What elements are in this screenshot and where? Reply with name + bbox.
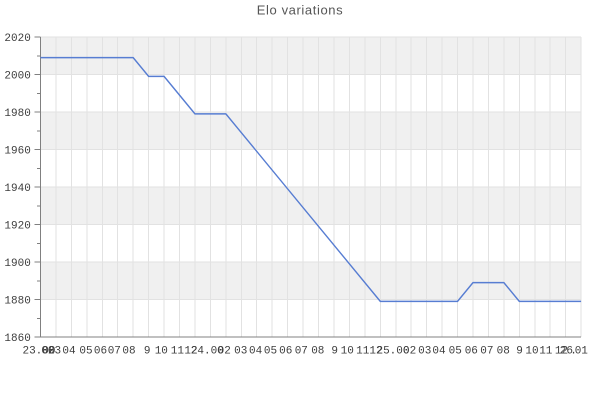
svg-text:05: 05 [79,346,92,358]
svg-text:08: 08 [311,346,324,358]
svg-text:04: 04 [62,346,76,358]
svg-text:11: 11 [539,346,553,358]
svg-text:.: . [570,346,577,358]
svg-text:2000: 2000 [4,70,30,82]
svg-text:9: 9 [516,346,523,358]
svg-text:06: 06 [279,346,292,358]
svg-text:10: 10 [341,346,354,358]
svg-text:12: 12 [555,346,568,358]
svg-text:11: 11 [171,346,185,358]
svg-text:1960: 1960 [4,145,30,157]
svg-text:02: 02 [218,346,231,358]
svg-text:07: 07 [480,346,493,358]
svg-text:04: 04 [432,346,446,358]
svg-text:1900: 1900 [4,258,30,270]
svg-text:05: 05 [264,346,277,358]
svg-text:08: 08 [497,346,510,358]
svg-text:07: 07 [295,346,308,358]
svg-text:1940: 1940 [4,183,30,195]
svg-text:12: 12 [184,346,197,358]
svg-text:24.00: 24.00 [191,346,224,358]
svg-text:9: 9 [331,346,338,358]
svg-text:06: 06 [465,346,478,358]
svg-text:1980: 1980 [4,108,30,120]
svg-text:1860: 1860 [4,333,30,345]
svg-text:1880: 1880 [4,295,30,307]
svg-text:Elo variations: Elo variations [257,3,343,18]
svg-text:01: 01 [575,346,589,358]
svg-text:03: 03 [234,346,247,358]
svg-text:11: 11 [356,346,370,358]
svg-text:9: 9 [144,346,151,358]
svg-text:03: 03 [418,346,431,358]
svg-text:08: 08 [122,346,135,358]
svg-text:06: 06 [94,346,107,358]
svg-text:1920: 1920 [4,220,30,232]
svg-text:02: 02 [41,346,54,358]
svg-text:05: 05 [449,346,462,358]
svg-text:03: 03 [48,346,61,358]
svg-text:2020: 2020 [4,33,30,45]
svg-text:23.00: 23.00 [22,346,55,358]
svg-text:12: 12 [369,346,382,358]
svg-text:10: 10 [525,346,538,358]
svg-text:02: 02 [403,346,416,358]
svg-text:26: 26 [560,346,573,358]
svg-text:04: 04 [249,346,263,358]
svg-text:25.00: 25.00 [376,346,409,358]
svg-text:10: 10 [155,346,168,358]
svg-text:07: 07 [108,346,121,358]
